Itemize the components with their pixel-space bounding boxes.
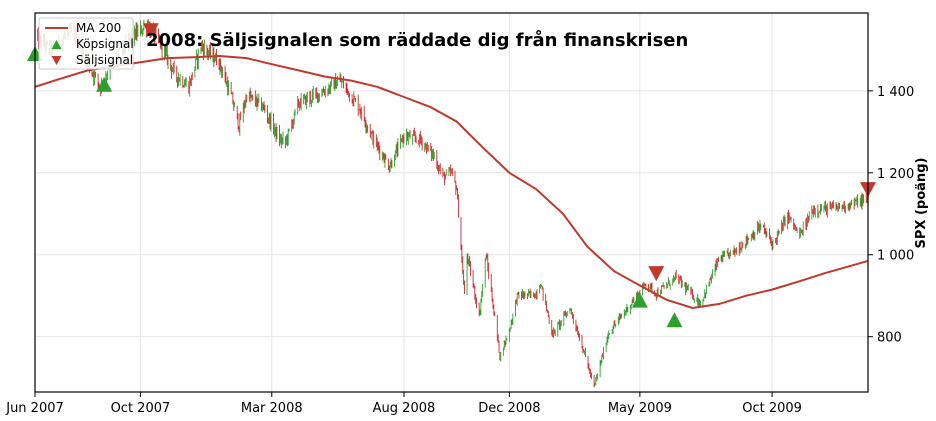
legend: MA 200 Köpsignal Säljsignal <box>38 17 134 70</box>
legend-ma-label: MA 200 <box>76 21 121 35</box>
x-tick-label: Oct 2009 <box>742 401 802 416</box>
sell-signal-marker <box>142 23 159 39</box>
plot-frame <box>34 12 869 393</box>
y-tick-label: 1 000 <box>877 249 914 264</box>
buy-signal-marker <box>96 76 113 92</box>
grid <box>34 13 868 392</box>
x-tick-label: May 2009 <box>608 401 672 416</box>
x-tick-label: Dec 2008 <box>478 401 540 416</box>
legend-buy-icon <box>51 40 62 49</box>
y-tick-label: 800 <box>877 331 902 346</box>
price-candles <box>34 19 869 388</box>
x-tick-label: Oct 2007 <box>111 401 171 416</box>
signal-markers <box>27 23 876 328</box>
sell-signal-marker <box>648 266 665 282</box>
legend-buy-label: Köpsignal <box>76 37 134 51</box>
buy-signal-marker <box>631 292 648 308</box>
moving-average-layer <box>34 54 869 310</box>
legend-sell-label: Säljsignal <box>76 53 133 67</box>
y-axis-label: SPX (poäng) <box>914 158 929 249</box>
legend-box <box>38 17 134 70</box>
y-tick-label: 1 200 <box>877 167 914 182</box>
ma200-line <box>34 54 869 310</box>
x-tick-label: Mar 2008 <box>241 401 303 416</box>
y-tick-label: 1 400 <box>877 85 914 100</box>
legend-sell-icon <box>51 56 62 65</box>
x-tick-label: Aug 2008 <box>373 401 436 416</box>
chart-title: 2008: Säljsignalen som räddade dig från … <box>146 29 688 51</box>
buy-signal-marker <box>666 312 683 328</box>
x-tick-label: Jun 2007 <box>5 401 64 416</box>
axes: Jun 2007 Oct 2007 Mar 2008 Aug 2008 Dec 2008… <box>5 12 914 416</box>
